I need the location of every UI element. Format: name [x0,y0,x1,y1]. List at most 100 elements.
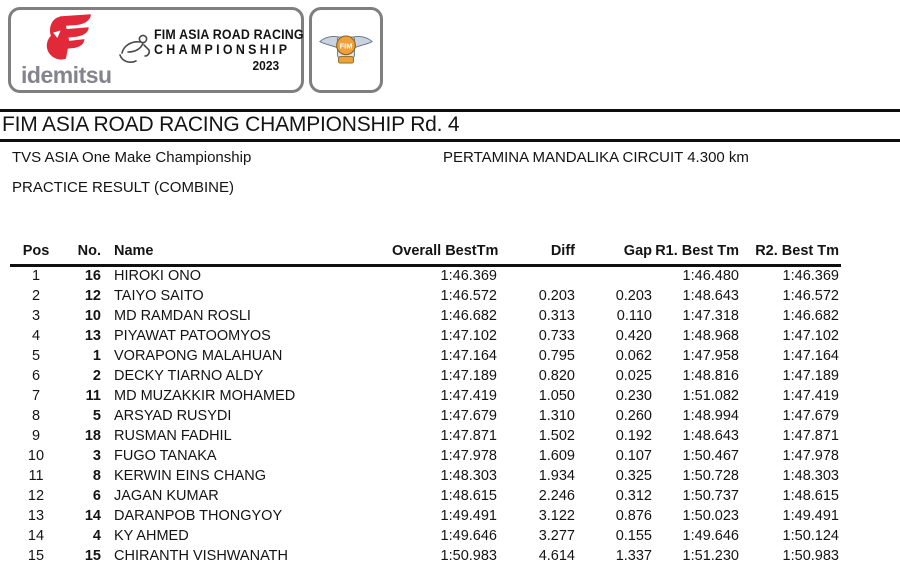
header-no: No. [62,243,107,267]
cell-r2-best-tm: 1:50.124 [782,527,839,544]
header-r1-best-tm: R1. Best Tm [655,243,741,267]
cell-r1-best-tm: 1:48.643 [682,287,739,304]
cell-r1-best-tm: 1:50.023 [682,507,739,524]
cell-pos: 4 [31,327,41,344]
cell-rider-name: TAIYO SAITO [114,287,204,304]
cell-pos: 14 [27,527,45,544]
cell-rider-name: DECKY TIARNO ALDY [114,367,264,384]
cell-r2-best-tm: 1:48.615 [782,487,839,504]
cell-gap: 0.062 [615,347,652,364]
cell-rider-name: RUSMAN FADHIL [114,427,232,444]
cell-overall-besttm: 1:47.164 [440,347,497,364]
cell-r2-best-tm: 1:49.491 [782,507,839,524]
series-title-block: FIM ASIA ROAD RACING CHAMPIONSHIP 2023 [114,27,304,74]
cell-gap: 0.192 [615,427,652,444]
table-header-row: Pos No. Name Overall BestTm Diff Gap R1.… [10,243,841,267]
cell-diff: 0.203 [538,287,575,304]
table-row: 6 2 DECKY TIARNO ALDY 1:47.189 0.820 0.025 1:4… [10,366,841,386]
cell-gap: 0.325 [615,467,652,484]
cell-rider-name: KY AHMED [114,527,189,544]
table-row: 2 12 TAIYO SAITO 1:46.572 0.203 0.203 1:48.643… [10,286,841,306]
table-row: 7 11 MD MUZAKKIR MOHAMED 1:47.419 1.050 0.230… [10,386,841,406]
cell-no: 10 [84,307,101,324]
cell-rider-name: HIROKI ONO [114,268,202,285]
cell-r1-best-tm: 1:48.968 [682,327,739,344]
cell-rider-name: JAGAN KUMAR [114,487,219,504]
table-row: 14 4 KY AHMED 1:49.646 3.277 0.155 1:49.646 1:5… [10,526,841,546]
header-r2-best-tm: R2. Best Tm [741,243,841,267]
cell-r2-best-tm: 1:47.978 [782,447,839,464]
cell-no: 15 [84,547,101,564]
idemitsu-wordmark: idemitsu [21,62,112,88]
table-row: 8 5 ARSYAD RUSYDI 1:47.679 1.310 0.260 1:48.99… [10,406,841,426]
table-row: 9 18 RUSMAN FADHIL 1:47.871 1.502 0.192 1:48.6… [10,426,841,446]
cell-diff: 0.733 [538,327,575,344]
table-row: 10 3 FUGO TANAKA 1:47.978 1.609 0.107 1:50.467… [10,446,841,466]
fim-badge-panel: FIM [309,7,383,93]
cell-pos: 5 [31,347,41,364]
cell-diff: 1.609 [538,447,575,464]
table-row: 1 16 HIROKI ONO 1:46.369 1:46.480 1:46.369 [10,266,841,286]
idemitsu-apollo-icon [39,13,93,63]
cell-no: 5 [92,407,101,424]
cell-rider-name: PIYAWAT PATOOMYOS [114,327,271,344]
table-row: 4 13 PIYAWAT PATOOMYOS 1:47.102 0.733 0.420 1:… [10,326,841,346]
cell-no: 11 [85,387,101,404]
cell-no: 8 [92,467,101,484]
cell-gap: 0.260 [615,407,652,424]
cell-diff: 0.820 [538,367,575,384]
header-gap: Gap [578,243,655,267]
cell-no: 18 [84,427,101,444]
series-year: 2023 [252,57,279,73]
cell-overall-besttm: 1:49.491 [440,507,497,524]
cell-pos: 13 [27,507,45,524]
cell-r2-best-tm: 1:47.189 [782,367,839,384]
cell-diff: 1.050 [538,387,575,404]
header-name: Name [107,243,392,267]
cell-gap: 0.312 [615,487,652,504]
cell-overall-besttm: 1:47.102 [440,327,497,344]
table-row: 3 10 MD RAMDAN ROSLI 1:46.682 0.313 0.110 1:47… [10,306,841,326]
cell-pos: 9 [31,427,41,444]
cell-diff: 2.246 [538,487,575,504]
cell-overall-besttm: 1:46.682 [440,307,497,324]
cell-no: 4 [92,527,101,544]
results-body: 1 16 HIROKI ONO 1:46.369 1:46.480 1:46.369 2 12… [10,266,841,566]
cell-r1-best-tm: 1:51.230 [682,547,739,564]
cell-diff: 1.502 [538,427,575,444]
cell-r2-best-tm: 1:48.303 [782,467,839,484]
cell-no: 6 [92,487,101,504]
cell-gap: 0.230 [615,387,652,404]
header-overall-besttm: Overall BestTm [392,243,500,267]
table-row: 13 14 DARANPOB THONGYOY 1:49.491 3.122 0.876 1… [10,506,841,526]
cell-r2-best-tm: 1:47.871 [782,427,839,444]
cell-overall-besttm: 1:47.419 [440,387,497,404]
cell-no: 1 [92,347,101,364]
cell-r2-best-tm: 1:47.419 [782,387,839,404]
cell-r1-best-tm: 1:50.467 [682,447,739,464]
table-row: 5 1 VORAPONG MALAHUAN 1:47.164 0.795 0.062 1:4… [10,346,841,366]
series-title-line2: CHAMPIONSHIP [153,42,290,58]
cell-r1-best-tm: 1:47.318 [682,307,739,324]
cell-diff: 1.934 [538,467,575,484]
cell-rider-name: KERWIN EINS CHANG [114,467,267,484]
cell-diff: 3.122 [538,507,575,524]
idemitsu-logo: idemitsu [21,13,112,87]
cell-diff: 4.614 [538,547,575,564]
series-title-line1: FIM ASIA ROAD RACING [153,26,304,42]
results-table: Pos No. Name Overall BestTm Diff Gap R1.… [10,243,841,566]
cell-diff [500,266,578,286]
cell-r1-best-tm: 1:50.728 [682,467,739,484]
cell-r1-best-tm: 1:49.646 [682,527,739,544]
header-pos: Pos [10,243,62,267]
cell-overall-besttm: 1:46.369 [440,268,497,285]
cell-pos: 3 [31,307,41,324]
series-logo-panel: idemitsu FIM ASIA ROAD RACING CHAMPIONSH… [8,7,304,93]
cell-r1-best-tm: 1:51.082 [682,387,739,404]
cell-r1-best-tm: 1:50.737 [682,487,739,504]
cell-gap: 0.025 [615,367,652,384]
cell-rider-name: MD RAMDAN ROSLI [114,307,251,324]
cell-r1-best-tm: 1:48.643 [682,427,739,444]
cell-overall-besttm: 1:48.303 [440,467,497,484]
